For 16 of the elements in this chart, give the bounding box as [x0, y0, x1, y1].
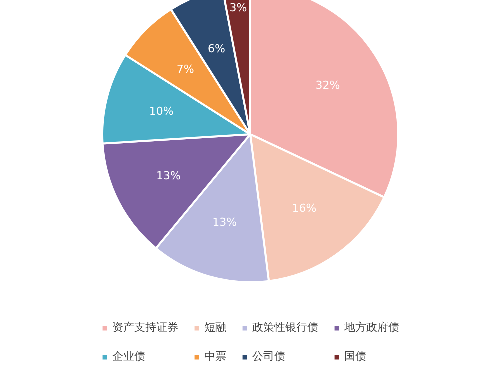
legend-label: 地方政府债 [344, 320, 400, 335]
legend-label: 政策性银行债 [252, 320, 318, 335]
data-label: 32% [316, 78, 340, 92]
legend-label: 企业债 [112, 349, 146, 364]
data-label: 10% [149, 105, 174, 118]
legend-label: 中票 [204, 349, 226, 364]
data-label: 16% [292, 202, 317, 216]
data-label: 13% [156, 170, 181, 183]
data-label: 3% [230, 1, 248, 14]
data-label: 13% [212, 216, 238, 230]
legend-label: 公司债 [252, 349, 286, 364]
legend-label: 短融 [204, 320, 226, 335]
legend-label: 资产支持证券 [112, 320, 178, 335]
legend-label: 国债 [344, 349, 366, 364]
data-label: 6% [208, 42, 226, 56]
data-label: 7% [176, 63, 194, 76]
